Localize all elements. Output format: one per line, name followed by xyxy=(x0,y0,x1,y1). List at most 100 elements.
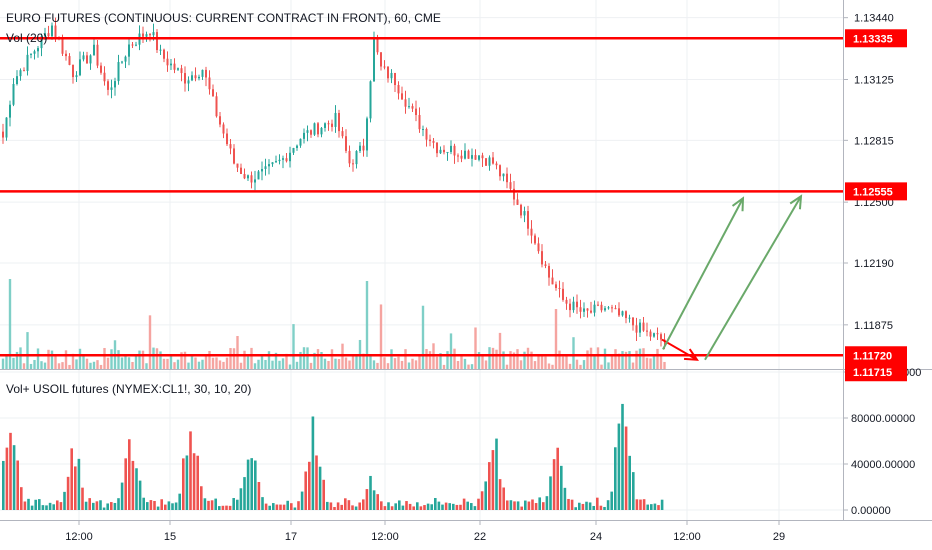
volume-bar xyxy=(456,361,460,369)
usoil-volume-bar xyxy=(578,502,581,510)
volume-bar xyxy=(589,347,593,369)
time-tick-label: 17 xyxy=(285,531,297,543)
usoil-volume-bar xyxy=(113,502,117,510)
usoil-volume-bar xyxy=(430,504,433,510)
volume-bar xyxy=(628,351,631,369)
volume-bar xyxy=(631,362,635,369)
candle-body xyxy=(404,99,407,107)
volume-bar xyxy=(330,349,334,369)
usoil-volume-bar xyxy=(203,498,207,510)
volume-bar xyxy=(239,362,243,369)
candle-body xyxy=(660,334,662,340)
time-tick-label: 12:00 xyxy=(65,531,93,543)
candle-body xyxy=(369,81,372,119)
usoil-volume-bar xyxy=(146,502,149,510)
usoil-axis[interactable]: 120000.0000080000.0000040000.000000.0000… xyxy=(843,367,921,517)
usoil-volume-bar xyxy=(556,447,559,510)
usoil-volume-bar xyxy=(221,505,225,510)
volume-bar xyxy=(449,333,453,369)
volume-bar xyxy=(383,357,386,369)
usoil-volume-bar xyxy=(210,500,214,510)
usoil-volume-bar xyxy=(52,504,55,510)
candle-body xyxy=(383,66,386,68)
volume-bar xyxy=(215,357,218,369)
usoil-volume-bar xyxy=(653,503,657,510)
volume-bar xyxy=(411,358,414,369)
candle-body xyxy=(625,311,627,319)
candle-body xyxy=(184,73,186,84)
candle-body xyxy=(135,44,137,46)
price-axis[interactable]: 1.134401.131251.128151.125001.121901.118… xyxy=(843,13,894,332)
candle-body xyxy=(418,115,421,130)
usoil-volume-bar xyxy=(131,460,135,510)
candle-body xyxy=(607,307,610,309)
usoil-volume-bar xyxy=(77,458,81,510)
volume-bar xyxy=(460,355,463,369)
volume-bar xyxy=(561,356,565,369)
volume-bar xyxy=(463,358,467,369)
candle-body xyxy=(397,85,400,94)
usoil-volume-bar xyxy=(329,502,333,510)
volume-bar xyxy=(526,347,530,369)
volume-bar xyxy=(446,351,449,369)
usoil-volume-bar xyxy=(250,458,253,510)
volume-bar xyxy=(225,357,229,369)
volume-bar xyxy=(236,336,239,369)
candle-body xyxy=(639,322,641,333)
usoil-volume-bar xyxy=(56,500,59,510)
candle-body xyxy=(502,173,505,177)
candle-body xyxy=(523,211,526,216)
volume-bar xyxy=(477,352,481,369)
candle-body xyxy=(548,265,550,278)
candle-body xyxy=(79,59,81,76)
volume-bar xyxy=(19,347,22,369)
time-axis[interactable]: 12:00 15 17 12:00 22 24 12:00 29 xyxy=(65,520,785,543)
usoil-volume-bar xyxy=(268,505,271,510)
candle-body xyxy=(576,301,578,308)
candle-body xyxy=(401,93,403,100)
candle-body xyxy=(68,56,71,65)
usoil-volume-bar xyxy=(628,455,631,510)
candle-body xyxy=(303,132,305,139)
volume-bar xyxy=(138,350,141,369)
candle-body xyxy=(177,68,179,70)
candle-body xyxy=(499,165,501,177)
volume-bar xyxy=(435,356,439,369)
time-tick-label: 29 xyxy=(773,531,785,543)
usoil-volume-bar xyxy=(264,503,268,510)
volume-bar xyxy=(614,349,617,369)
volume-bar xyxy=(155,348,159,369)
candle-body xyxy=(236,163,239,168)
candle-body xyxy=(387,66,389,79)
volume-bar xyxy=(400,360,404,369)
candle-body xyxy=(450,145,452,152)
volume-bar xyxy=(117,350,120,369)
usoil-volume-bar xyxy=(189,431,192,510)
usoil-volume-bar xyxy=(383,506,387,510)
usoil-volume-bar xyxy=(272,503,275,510)
volume-bar xyxy=(491,347,495,369)
usoil-volume-bar xyxy=(567,498,570,510)
candle-body xyxy=(278,159,281,162)
usoil-volume-bar xyxy=(2,460,5,510)
price-tags: 1.13335 1.12555 1.11720 1.11715 xyxy=(845,29,907,382)
candle-body xyxy=(121,61,123,63)
volume-bar xyxy=(376,362,379,369)
usoil-volume-bar xyxy=(286,500,289,510)
volume-legend: Vol (20) xyxy=(6,31,47,45)
volume-bar xyxy=(642,348,645,369)
volume-bar xyxy=(99,364,103,369)
candle-body xyxy=(583,308,585,312)
usoil-volume-bar xyxy=(290,503,293,510)
candle-body xyxy=(191,75,193,81)
candle-body xyxy=(243,174,246,179)
usoil-volume-bar xyxy=(599,505,603,510)
candle-body xyxy=(558,287,561,289)
volume-bar xyxy=(624,351,628,369)
candle-body xyxy=(453,145,456,156)
usoil-volume-bar xyxy=(459,504,462,510)
usoil-volume-bar xyxy=(473,506,477,510)
volume-bar xyxy=(127,357,131,369)
candle-body xyxy=(180,68,183,74)
volume-bar xyxy=(173,362,176,369)
